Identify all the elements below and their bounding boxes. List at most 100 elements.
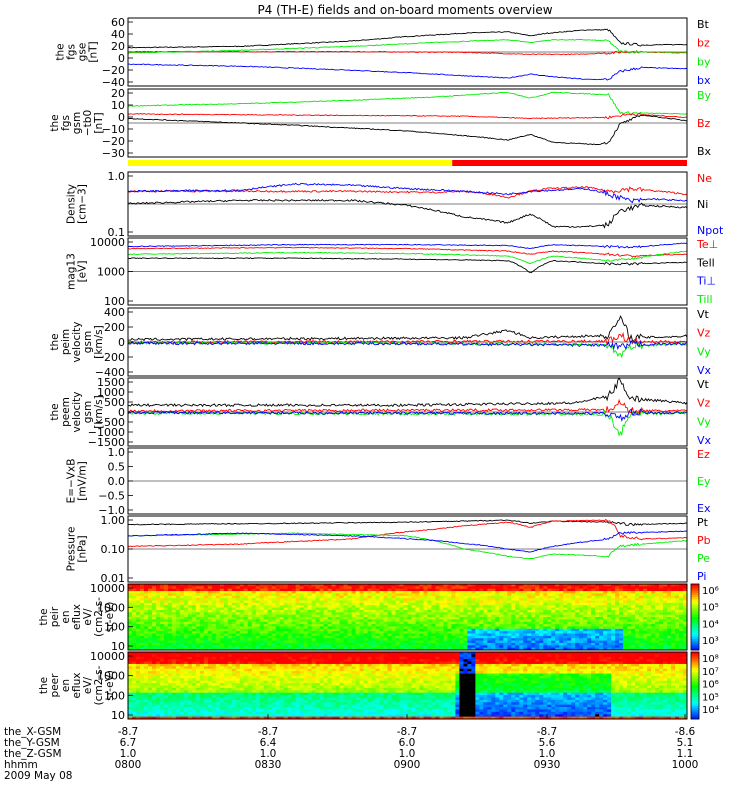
heatmap-cell — [447, 598, 452, 601]
legend-label: Till — [696, 293, 713, 306]
heatmap-cell — [147, 605, 153, 608]
heatmap-cell — [407, 593, 412, 597]
heatmap-cell — [235, 642, 241, 646]
heatmap-cell — [187, 690, 193, 694]
heatmap-cell — [151, 656, 157, 660]
heatmap-cell — [239, 711, 245, 715]
heatmap-cell — [183, 588, 189, 592]
heatmap-cell — [128, 656, 133, 660]
heatmap-cell — [207, 609, 213, 613]
heatmap-cell — [315, 614, 321, 618]
heatmap-cell — [647, 593, 652, 597]
heatmap-cell — [627, 631, 632, 634]
heatmap-cell — [351, 640, 356, 644]
heatmap-cell — [663, 642, 668, 646]
heatmap-cell — [211, 671, 217, 674]
heatmap-cell — [611, 605, 616, 608]
heatmap-cell — [128, 600, 133, 604]
heatmap-cell — [159, 635, 165, 639]
heatmap-cell — [243, 624, 249, 627]
heatmap-cell — [151, 659, 157, 662]
heatmap-cell — [587, 586, 592, 590]
heatmap-cell — [247, 612, 253, 616]
heatmap-cell — [183, 675, 189, 679]
heatmap-cell — [535, 631, 540, 634]
heatmap-cell — [579, 614, 584, 618]
heatmap-cell — [447, 626, 452, 630]
heatmap-cell — [667, 631, 672, 634]
heatmap-cell — [143, 640, 149, 644]
heatmap-cell — [447, 647, 452, 651]
heatmap-cell — [363, 642, 368, 646]
heatmap-cell — [331, 607, 337, 611]
heatmap-cell — [415, 609, 420, 613]
heatmap-cell — [367, 626, 372, 630]
heatmap-cell — [211, 659, 217, 662]
heatmap-cell — [128, 633, 133, 637]
heatmap-cell — [343, 584, 348, 587]
heatmap-cell — [435, 591, 440, 594]
heatmap-cell — [459, 586, 464, 590]
heatmap-cell — [239, 609, 245, 613]
heatmap-cell — [139, 595, 145, 599]
colorbar-swatch — [691, 636, 699, 640]
heatmap-cell — [151, 661, 157, 665]
heatmap-cell — [591, 633, 596, 637]
heatmap-cell — [295, 614, 301, 618]
heatmap-cell — [151, 609, 157, 613]
heatmap-cell — [583, 607, 588, 611]
heatmap-cell — [487, 638, 492, 641]
heatmap-cell — [211, 675, 217, 679]
heatmap-cell — [531, 631, 536, 634]
heatmap-cell — [403, 617, 408, 620]
heatmap-cell — [299, 640, 305, 644]
heatmap-cell — [335, 595, 341, 599]
heatmap-cell — [627, 586, 632, 590]
heatmap-cell — [139, 692, 145, 696]
heatmap-cell — [335, 593, 341, 597]
heatmap-cell — [639, 598, 644, 601]
heatmap-cell — [131, 647, 137, 651]
heatmap-cell — [659, 642, 664, 646]
heatmap-cell — [519, 647, 524, 651]
heatmap-cell — [183, 685, 189, 689]
heatmap-cell — [131, 595, 137, 599]
heatmap-cell — [323, 609, 329, 613]
heatmap-cell — [139, 656, 145, 660]
heatmap-cell — [195, 666, 201, 670]
heatmap-cell — [483, 642, 488, 646]
heatmap-cell — [199, 685, 205, 689]
series-line-bx — [127, 63, 688, 81]
heatmap-cell — [295, 645, 301, 649]
heatmap-cell — [299, 647, 305, 651]
heatmap-cell — [527, 593, 532, 597]
heatmap-cell — [679, 642, 684, 646]
heatmap-cell — [619, 602, 624, 606]
heatmap-cell — [283, 640, 289, 644]
heatmap-cell — [267, 647, 273, 651]
heatmap-cell — [227, 598, 233, 601]
heatmap-cell — [563, 612, 568, 616]
heatmap-cell — [683, 598, 688, 601]
heatmap-cell — [167, 635, 173, 639]
heatmap-cell — [559, 614, 564, 618]
heatmap-cell — [603, 600, 608, 604]
heatmap-cell — [343, 621, 348, 625]
heatmap-cell — [423, 588, 428, 592]
heatmap-cell — [255, 635, 261, 639]
heatmap-cell — [431, 631, 436, 634]
heatmap-cell — [351, 614, 356, 618]
heatmap-cell — [427, 602, 432, 606]
heatmap-cell — [299, 628, 305, 632]
heatmap-cell — [251, 602, 257, 606]
heatmap-cell — [499, 640, 504, 644]
heatmap-cell — [511, 609, 516, 613]
heatmap-cell — [287, 626, 293, 630]
heatmap-cell — [679, 633, 684, 637]
heatmap-cell — [219, 714, 225, 717]
heatmap-cell — [187, 628, 193, 632]
heatmap-cell — [207, 711, 213, 715]
heatmap-cell — [128, 697, 133, 701]
heatmap-cell — [643, 642, 648, 646]
heatmap-cell — [167, 588, 173, 592]
